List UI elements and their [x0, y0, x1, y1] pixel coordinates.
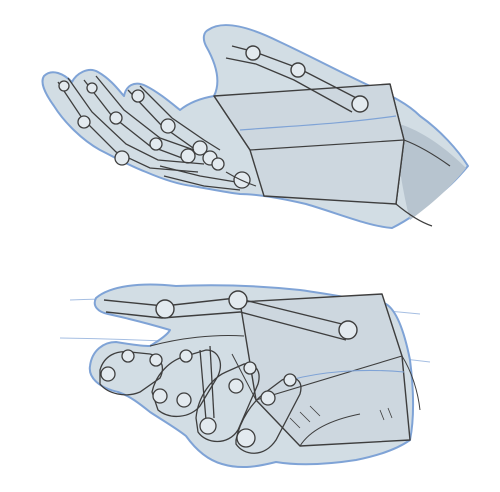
upper-thumb [225, 45, 369, 113]
lower-finger-3 [195, 361, 260, 443]
upper-hand-sketch [41, 24, 469, 229]
lower-finger-2 [151, 345, 221, 421]
lower-hand-sketch [59, 283, 431, 469]
upper-finger-index [127, 85, 221, 157]
lower-finger-4 [235, 373, 302, 454]
lower-thumb [103, 290, 358, 341]
upper-wrist-shadow [392, 122, 466, 220]
lower-finger-1 [99, 349, 164, 396]
upper-finger-little [159, 157, 251, 191]
upper-finger-middle [83, 75, 196, 164]
